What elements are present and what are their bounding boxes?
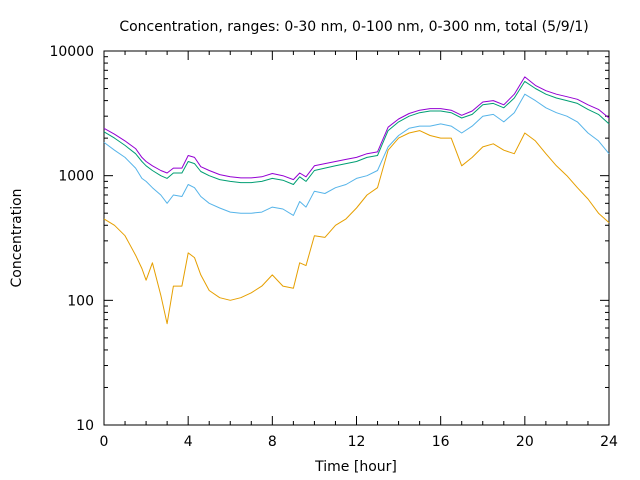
- series-line-0-100-nm: [103, 93, 610, 216]
- plot-border: [103, 50, 610, 426]
- y-tick-label: 1000: [58, 169, 94, 185]
- series-line-total: [103, 76, 610, 181]
- x-tick-label: 4: [184, 434, 193, 450]
- series-line-0-300-nm: [103, 80, 610, 185]
- y-tick-label: 10: [76, 418, 94, 434]
- y-axis-label: Concentration: [9, 188, 25, 287]
- x-tick-label: 12: [348, 434, 366, 450]
- x-tick-label: 8: [268, 434, 277, 450]
- x-axis: 0 4 8 12 16 20 24: [100, 51, 618, 450]
- plot-area: [103, 50, 610, 426]
- x-tick-label: 20: [516, 434, 534, 450]
- y-tick-label: 10000: [49, 44, 94, 60]
- x-tick-label: 24: [600, 434, 618, 450]
- x-tick-label: 16: [432, 434, 450, 450]
- series-line-0-30-nm: [103, 130, 610, 325]
- y-tick-label: 100: [67, 293, 94, 309]
- x-tick-label: 0: [100, 434, 109, 450]
- series-layer: [103, 76, 610, 325]
- x-axis-label: Time [hour]: [314, 459, 397, 475]
- chart-title: Concentration, ranges: 0-30 nm, 0-100 nm…: [119, 19, 588, 35]
- y-axis: 10 100 1000 10000: [49, 44, 609, 434]
